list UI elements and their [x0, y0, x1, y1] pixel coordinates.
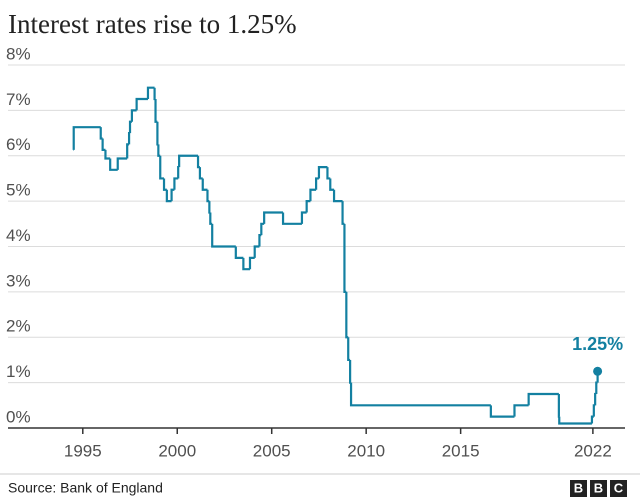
y-tick-label: 3%: [6, 271, 31, 290]
end-marker: [593, 366, 603, 376]
logo-box: [610, 480, 627, 497]
x-tick-label: 2015: [442, 441, 480, 460]
x-tick-label: 2005: [253, 441, 291, 460]
line-step: [209, 212, 213, 225]
line-step: [211, 223, 236, 248]
y-tick-label: 1%: [6, 362, 31, 381]
line-step: [317, 165, 328, 179]
bbc-logo: B B C: [570, 480, 627, 497]
line-step: [595, 381, 598, 394]
source: Source: Bank of England: [8, 480, 163, 496]
line-step: [305, 200, 311, 213]
line-step: [159, 155, 165, 180]
line-step: [253, 245, 260, 258]
x-tick-label: 2010: [347, 441, 385, 460]
line-step: [99, 127, 103, 140]
line-step: [177, 165, 180, 179]
y-tick-label: 6%: [6, 135, 31, 154]
logo-box: [570, 480, 587, 497]
line-step: [489, 405, 515, 418]
x-tick-label: 1995: [64, 441, 102, 460]
line-step: [109, 158, 118, 171]
logo-letter: B: [574, 480, 583, 495]
chart-title: Interest rates rise to 1.25%: [8, 9, 297, 39]
line-step: [594, 392, 597, 406]
line-step: [329, 178, 335, 191]
line-step: [116, 157, 128, 170]
line-step: [347, 337, 351, 362]
line-step: [178, 154, 199, 168]
line-step: [281, 212, 302, 225]
line-step: [300, 211, 307, 224]
line-step: [130, 109, 137, 122]
line-step: [173, 177, 179, 190]
y-tick-label: 8%: [6, 44, 31, 63]
line-step: [135, 97, 148, 111]
line-step: [349, 382, 491, 407]
line-step: [170, 188, 175, 202]
line-step: [590, 415, 594, 424]
y-tick-label: 2%: [6, 317, 31, 336]
y-tick-label: 4%: [6, 226, 31, 245]
line-step: [349, 359, 352, 384]
line-step: [260, 222, 265, 236]
line-step: [157, 144, 161, 157]
x-tick-label: 2022: [574, 441, 612, 460]
line-step: [309, 188, 317, 202]
line-step: [196, 155, 200, 169]
logo-box: [590, 480, 607, 497]
line-step: [258, 234, 262, 247]
y-tick-label: 0%: [6, 407, 31, 426]
line-step: [198, 167, 203, 180]
line-step: [146, 86, 155, 100]
line-step: [201, 178, 208, 191]
line-step: [234, 246, 244, 259]
line-step: [513, 404, 529, 417]
line-step: [101, 138, 106, 151]
line-step: [128, 120, 132, 134]
line-step: [242, 257, 250, 271]
line-step: [72, 126, 101, 150]
line-step: [208, 201, 211, 214]
line-step: [104, 149, 111, 160]
logo-letter: B: [594, 480, 603, 495]
line-step: [206, 189, 210, 203]
line-step: [332, 189, 343, 203]
logo-letter: C: [614, 480, 624, 495]
line-step: [592, 404, 596, 417]
line-step: [527, 392, 559, 406]
y-tick-label: 5%: [6, 181, 31, 200]
y-tick-label: 7%: [6, 90, 31, 109]
line-step: [127, 131, 131, 145]
line-step: [343, 223, 347, 293]
annotation: 1.25%: [572, 334, 623, 354]
line-step: [326, 167, 331, 180]
line-step: [248, 256, 255, 270]
line-step: [156, 121, 159, 146]
line-step: [558, 416, 592, 425]
line-step: [162, 178, 167, 191]
x-tick-label: 2000: [158, 441, 196, 460]
line-step: [126, 143, 130, 159]
line-step: [153, 87, 156, 101]
line-step: [165, 189, 172, 203]
line-step: [315, 177, 319, 190]
line-step: [345, 291, 349, 339]
line-step: [341, 201, 345, 225]
line-step: [263, 211, 284, 224]
